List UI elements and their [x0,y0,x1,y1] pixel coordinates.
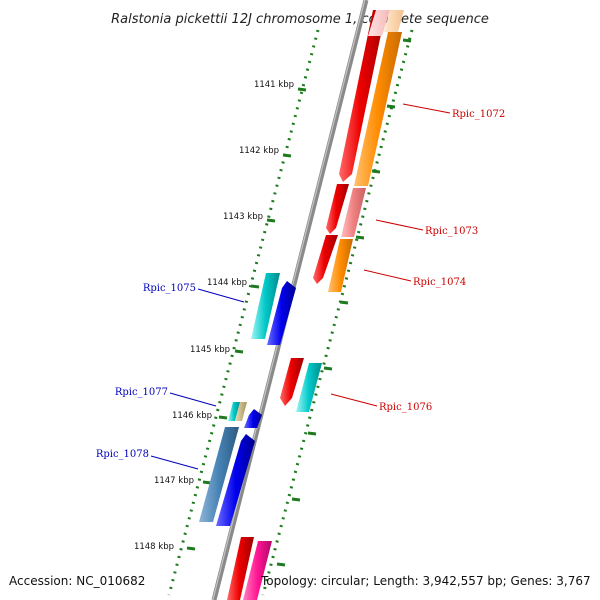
cds-bar-rpic-1078 [199,427,239,522]
gene-label-rpic-1076[interactable]: Rpic_1076 [379,402,432,413]
tick-label-1143: 1143 kbp [223,212,263,222]
tick-label-1141: 1141 kbp [254,80,294,90]
gene-arrow-rpic-1077[interactable] [244,409,262,428]
gene-label-rpic-1075[interactable]: Rpic_1075 [143,283,196,294]
gene-label-rpic-1078[interactable]: Rpic_1078 [96,449,149,460]
outer-tick-rail [261,29,414,596]
tick-marks [186,38,412,567]
cds-bar-rpic-1074 [328,239,353,292]
gene-arrow-next [227,537,254,600]
cds-bar-rpic-1075 [251,273,280,339]
accession-text: Accession: NC_010682 [9,574,146,588]
tick-label-1144: 1144 kbp [207,278,247,288]
gene-arrow-rpic-1075[interactable] [267,281,296,345]
gene-arrow-rpic-1078[interactable] [216,434,255,526]
forward-gene-arrows [227,10,390,600]
tick-label-1148: 1148 kbp [134,542,174,552]
map-title: Ralstonia pickettii 12J chromosome 1, co… [111,12,489,27]
tick-label-1142: 1142 kbp [239,146,279,156]
gene-label-rpic-1073[interactable]: Rpic_1073 [425,226,478,237]
cds-bar-rpic-1072 [354,32,402,186]
reverse-gene-arrows [216,281,296,526]
inner-tick-rail [167,29,320,596]
tick-label-1147: 1147 kbp [154,476,194,486]
leader-lines [150,103,451,470]
gene-label-rpic-1074[interactable]: Rpic_1074 [413,277,466,288]
forward-cds-bars [243,10,404,600]
gene-arrow-rpic-1076[interactable] [280,358,304,406]
sequence-summary-text: Topology: circular; Length: 3,942,557 bp… [261,574,591,588]
gene-label-rpic-1077[interactable]: Rpic_1077 [115,387,168,398]
cds-bar-rpic-1077 [228,402,240,421]
tick-label-1146: 1146 kbp [172,411,212,421]
cds-bar-rpic-1073 [341,188,366,237]
gene-arrow-rpic-1074[interactable] [313,235,338,284]
cds-bar-rpic-1076 [296,363,322,412]
gene-arrow-rpic-1072[interactable] [339,10,386,182]
tick-label-1145: 1145 kbp [190,345,230,355]
gene-label-rpic-1072[interactable]: Rpic_1072 [452,109,505,120]
reverse-cds-bars [199,273,280,522]
gene-arrow-rpic-1073[interactable] [326,184,349,234]
